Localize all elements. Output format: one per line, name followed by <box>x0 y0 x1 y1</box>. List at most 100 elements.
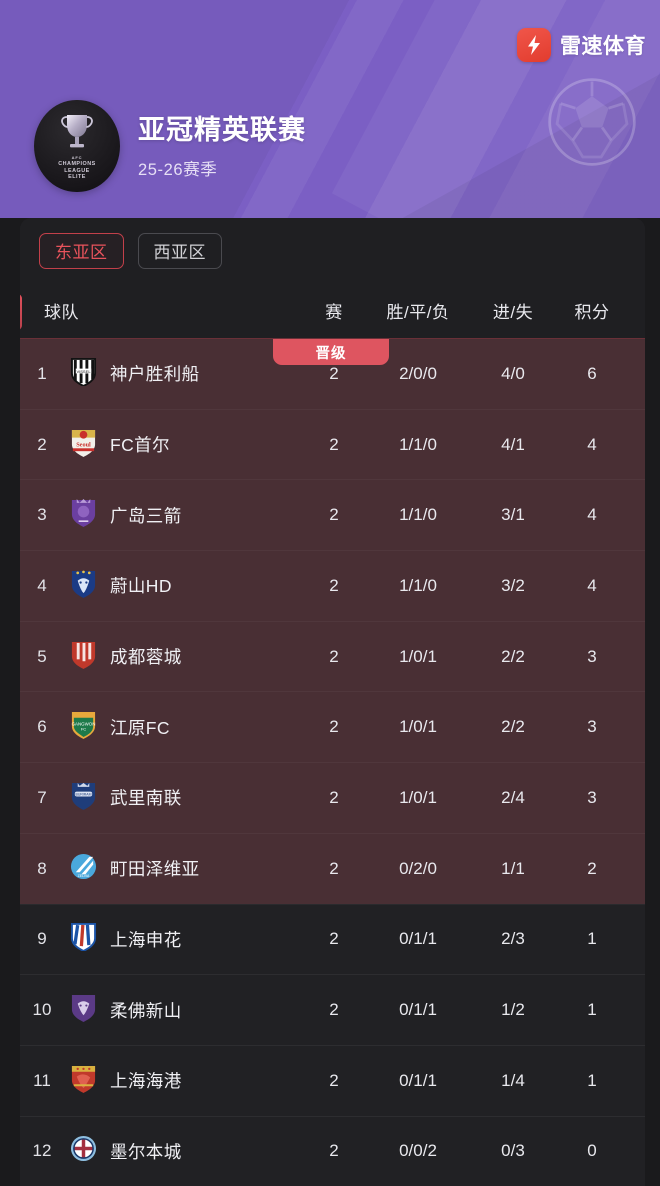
team-cell[interactable]: 柔佛新山 <box>64 993 303 1027</box>
brand-name: 雷速体育 <box>560 35 646 58</box>
row-gf-ga: 2/2 <box>501 646 525 666</box>
row-played: 2 <box>329 434 339 454</box>
row-gf-ga: 2/2 <box>501 717 525 737</box>
team-cell[interactable]: 蔚山HD <box>64 569 303 603</box>
shanghai-shenhua-crest <box>70 922 97 956</box>
row-played: 2 <box>329 717 339 737</box>
gangwon-fc-crest: GANGWON FC <box>70 710 97 744</box>
row-gf-ga: 1/2 <box>501 1000 525 1020</box>
table-row[interactable]: 6 GANGWON FC 江原FC 2 1/0/1 2/2 3 <box>20 692 645 764</box>
row-wdl: 1/1/0 <box>399 575 437 595</box>
team-cell[interactable]: BURIRAM 武里南联 <box>64 781 303 815</box>
qualify-badge: 晋级 <box>273 339 389 365</box>
row-wdl: 1/0/1 <box>399 646 437 666</box>
team-name: 上海海港 <box>110 1071 182 1092</box>
team-name: 墨尔本城 <box>110 1141 182 1162</box>
table-row[interactable]: 1 VISSEL 神户胜利船 2 2/0/0 4/0 6 <box>20 339 645 410</box>
table-header-row: 球队 赛 胜/平/负 进/失 积分 <box>20 283 645 339</box>
row-gf-ga: 1/1 <box>501 858 525 878</box>
league-title: 亚冠精英联赛 <box>138 115 306 145</box>
row-points: 2 <box>587 858 597 878</box>
row-wdl: 1/0/1 <box>399 717 437 737</box>
row-wdl: 0/1/1 <box>399 1000 437 1020</box>
row-rank: 10 <box>32 1000 52 1020</box>
row-gf-ga: 2/4 <box>501 787 525 807</box>
team-cell[interactable]: VISSEL 神户胜利船 <box>64 357 303 391</box>
team-cell[interactable]: ZELVIA 町田泽维亚 <box>64 852 303 886</box>
table-row[interactable]: 4 蔚山HD 2 1/1/0 3/2 4 <box>20 551 645 622</box>
qualification-zone-highlight <box>20 339 645 904</box>
row-played: 2 <box>329 787 339 807</box>
team-cell[interactable]: 上海申花 <box>64 922 303 956</box>
table-row[interactable]: 7 BURIRAM 武里南联 2 1/0/1 2/4 3 <box>20 763 645 834</box>
row-gf-ga: 2/3 <box>501 929 525 949</box>
tab-east-zone[interactable]: 东亚区 <box>39 232 124 269</box>
afc-champions-league-elite-crest: AFC CHAMPIONS LEAGUE ELITE <box>34 100 120 192</box>
row-wdl: 1/1/0 <box>399 505 437 525</box>
row-played: 2 <box>329 929 339 949</box>
row-points: 3 <box>587 787 597 807</box>
standings-rows: 晋级 1 VISSEL 神户胜利船 2 2/0/0 4/0 6 2 Seoul FC首尔 2 1/1/… <box>20 339 645 1186</box>
row-played: 2 <box>329 505 339 525</box>
svg-text:ZELVIA: ZELVIA <box>78 874 90 878</box>
app-brand: 雷速体育 <box>517 28 646 62</box>
team-name: 蔚山HD <box>110 576 172 597</box>
melbourne-city-crest <box>70 1134 97 1168</box>
team-name: 广岛三箭 <box>110 505 182 526</box>
table-row[interactable]: 3 广岛三箭 2 1/1/0 3/1 4 <box>20 480 645 552</box>
table-row[interactable]: 10 柔佛新山 2 0/1/1 1/2 1 <box>20 975 645 1046</box>
team-cell[interactable]: 上海海港 <box>64 1064 303 1098</box>
table-row[interactable]: 9 上海申花 2 0/1/1 2/3 1 <box>20 905 645 976</box>
table-row[interactable]: 2 Seoul FC首尔 2 1/1/0 4/1 4 <box>20 410 645 481</box>
svg-text:FC: FC <box>81 727 86 732</box>
header-wdl: 胜/平/负 <box>386 303 450 322</box>
row-wdl: 1/1/0 <box>399 434 437 454</box>
team-cell[interactable]: GANGWON FC 江原FC <box>64 710 303 744</box>
row-rank: 9 <box>37 929 47 949</box>
lightning-bolt-icon <box>517 28 551 62</box>
tab-west-zone[interactable]: 西亚区 <box>137 232 222 269</box>
row-rank: 7 <box>37 787 47 807</box>
header-points: 积分 <box>574 303 610 322</box>
row-rank: 8 <box>37 858 47 878</box>
row-played: 2 <box>329 646 339 666</box>
team-cell[interactable]: 成都蓉城 <box>64 640 303 674</box>
row-rank: 5 <box>37 646 47 666</box>
row-rank: 4 <box>37 575 47 595</box>
team-cell[interactable]: Seoul FC首尔 <box>64 428 303 462</box>
row-gf-ga: 4/0 <box>501 363 525 383</box>
shanghai-port-crest <box>70 1064 97 1098</box>
row-played: 2 <box>329 858 339 878</box>
row-played: 2 <box>329 1070 339 1090</box>
table-row[interactable]: 12 墨尔本城 2 0/0/2 0/3 0 <box>20 1117 645 1186</box>
row-rank: 3 <box>37 505 47 525</box>
team-cell[interactable]: 墨尔本城 <box>64 1134 303 1168</box>
team-name: FC首尔 <box>110 435 170 456</box>
team-cell[interactable]: 广岛三箭 <box>64 498 303 532</box>
row-rank: 11 <box>33 1070 51 1090</box>
league-season: 25-26赛季 <box>138 161 218 179</box>
soccer-ball-icon <box>548 78 636 166</box>
table-row[interactable]: 8 ZELVIA 町田泽维亚 2 0/2/0 1/1 2 <box>20 834 645 905</box>
row-gf-ga: 3/2 <box>501 575 525 595</box>
svg-text:BURIRAM: BURIRAM <box>76 792 92 796</box>
row-points: 4 <box>587 575 597 595</box>
svg-text:Seoul: Seoul <box>76 441 91 448</box>
row-wdl: 0/2/0 <box>399 858 437 878</box>
svg-text:GANGWON: GANGWON <box>72 722 96 727</box>
league-identity: AFC CHAMPIONS LEAGUE ELITE 亚冠精英联赛 25-26赛季 <box>34 100 306 192</box>
johor-darul-tazim-crest <box>70 993 97 1027</box>
row-points: 3 <box>587 646 597 666</box>
row-rank: 2 <box>37 434 47 454</box>
row-gf-ga: 0/3 <box>501 1141 525 1161</box>
table-row[interactable]: 11 上海海港 2 0/1/1 1/4 1 <box>20 1046 645 1117</box>
zone-tab-bar: 东亚区 西亚区 <box>20 218 645 283</box>
svg-text:VISSEL: VISSEL <box>76 369 91 374</box>
table-row[interactable]: 5 成都蓉城 2 1/0/1 2/2 3 <box>20 622 645 693</box>
vissel-kobe-crest: VISSEL <box>70 357 97 391</box>
row-wdl: 0/1/1 <box>399 929 437 949</box>
row-points: 1 <box>587 1070 597 1090</box>
row-played: 2 <box>329 575 339 595</box>
team-name: 神户胜利船 <box>110 364 200 385</box>
row-points: 3 <box>587 717 597 737</box>
